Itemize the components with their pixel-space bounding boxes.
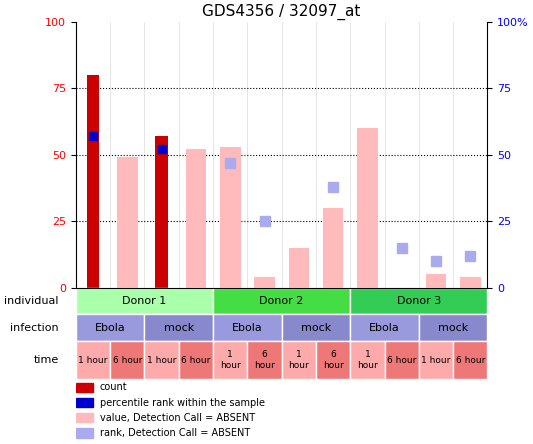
Bar — [156, 136, 168, 288]
Text: 6 hour: 6 hour — [387, 356, 416, 365]
Bar — [76, 398, 93, 407]
Text: individual: individual — [4, 296, 59, 306]
FancyBboxPatch shape — [144, 314, 213, 341]
Bar — [426, 274, 446, 288]
Text: 1 hour: 1 hour — [78, 356, 108, 365]
FancyBboxPatch shape — [110, 341, 144, 379]
FancyBboxPatch shape — [213, 314, 281, 341]
Bar — [357, 128, 378, 288]
Bar — [87, 75, 99, 288]
FancyBboxPatch shape — [281, 341, 316, 379]
Text: 1
hour: 1 hour — [220, 350, 240, 370]
FancyBboxPatch shape — [247, 341, 281, 379]
FancyBboxPatch shape — [350, 314, 419, 341]
Text: Ebola: Ebola — [95, 323, 126, 333]
FancyBboxPatch shape — [213, 288, 350, 314]
FancyBboxPatch shape — [281, 314, 350, 341]
FancyBboxPatch shape — [76, 288, 213, 314]
Bar — [76, 428, 93, 437]
Text: 1 hour: 1 hour — [422, 356, 451, 365]
FancyBboxPatch shape — [453, 341, 488, 379]
Text: mock: mock — [438, 323, 469, 333]
Text: Donor 1: Donor 1 — [123, 296, 167, 306]
FancyBboxPatch shape — [419, 314, 488, 341]
Bar — [76, 413, 93, 422]
Bar — [185, 150, 206, 288]
Text: rank, Detection Call = ABSENT: rank, Detection Call = ABSENT — [100, 428, 250, 438]
Bar — [288, 248, 309, 288]
FancyBboxPatch shape — [144, 341, 179, 379]
FancyBboxPatch shape — [213, 341, 247, 379]
Text: 6
hour: 6 hour — [254, 350, 275, 370]
Text: percentile rank within the sample: percentile rank within the sample — [100, 397, 265, 408]
Text: 1 hour: 1 hour — [147, 356, 176, 365]
FancyBboxPatch shape — [385, 341, 419, 379]
FancyBboxPatch shape — [316, 341, 350, 379]
FancyBboxPatch shape — [76, 341, 110, 379]
Text: 1
hour: 1 hour — [357, 350, 378, 370]
Text: Donor 3: Donor 3 — [397, 296, 441, 306]
Bar — [323, 208, 343, 288]
FancyBboxPatch shape — [419, 341, 453, 379]
Text: 6 hour: 6 hour — [112, 356, 142, 365]
FancyBboxPatch shape — [350, 341, 385, 379]
Text: time: time — [34, 355, 59, 365]
Text: mock: mock — [164, 323, 194, 333]
Text: count: count — [100, 382, 127, 392]
Bar — [220, 147, 240, 288]
Text: 6
hour: 6 hour — [323, 350, 343, 370]
Text: 6 hour: 6 hour — [181, 356, 211, 365]
Title: GDS4356 / 32097_at: GDS4356 / 32097_at — [203, 4, 361, 20]
Bar — [254, 277, 275, 288]
FancyBboxPatch shape — [179, 341, 213, 379]
Bar — [117, 158, 138, 288]
Bar — [76, 383, 93, 392]
Text: 6 hour: 6 hour — [456, 356, 485, 365]
FancyBboxPatch shape — [350, 288, 488, 314]
Text: Donor 2: Donor 2 — [260, 296, 304, 306]
FancyBboxPatch shape — [76, 314, 144, 341]
Text: mock: mock — [301, 323, 331, 333]
Text: value, Detection Call = ABSENT: value, Detection Call = ABSENT — [100, 413, 255, 423]
Text: infection: infection — [10, 323, 59, 333]
Text: Ebola: Ebola — [369, 323, 400, 333]
Text: 1
hour: 1 hour — [288, 350, 309, 370]
Text: Ebola: Ebola — [232, 323, 263, 333]
Bar — [460, 277, 481, 288]
